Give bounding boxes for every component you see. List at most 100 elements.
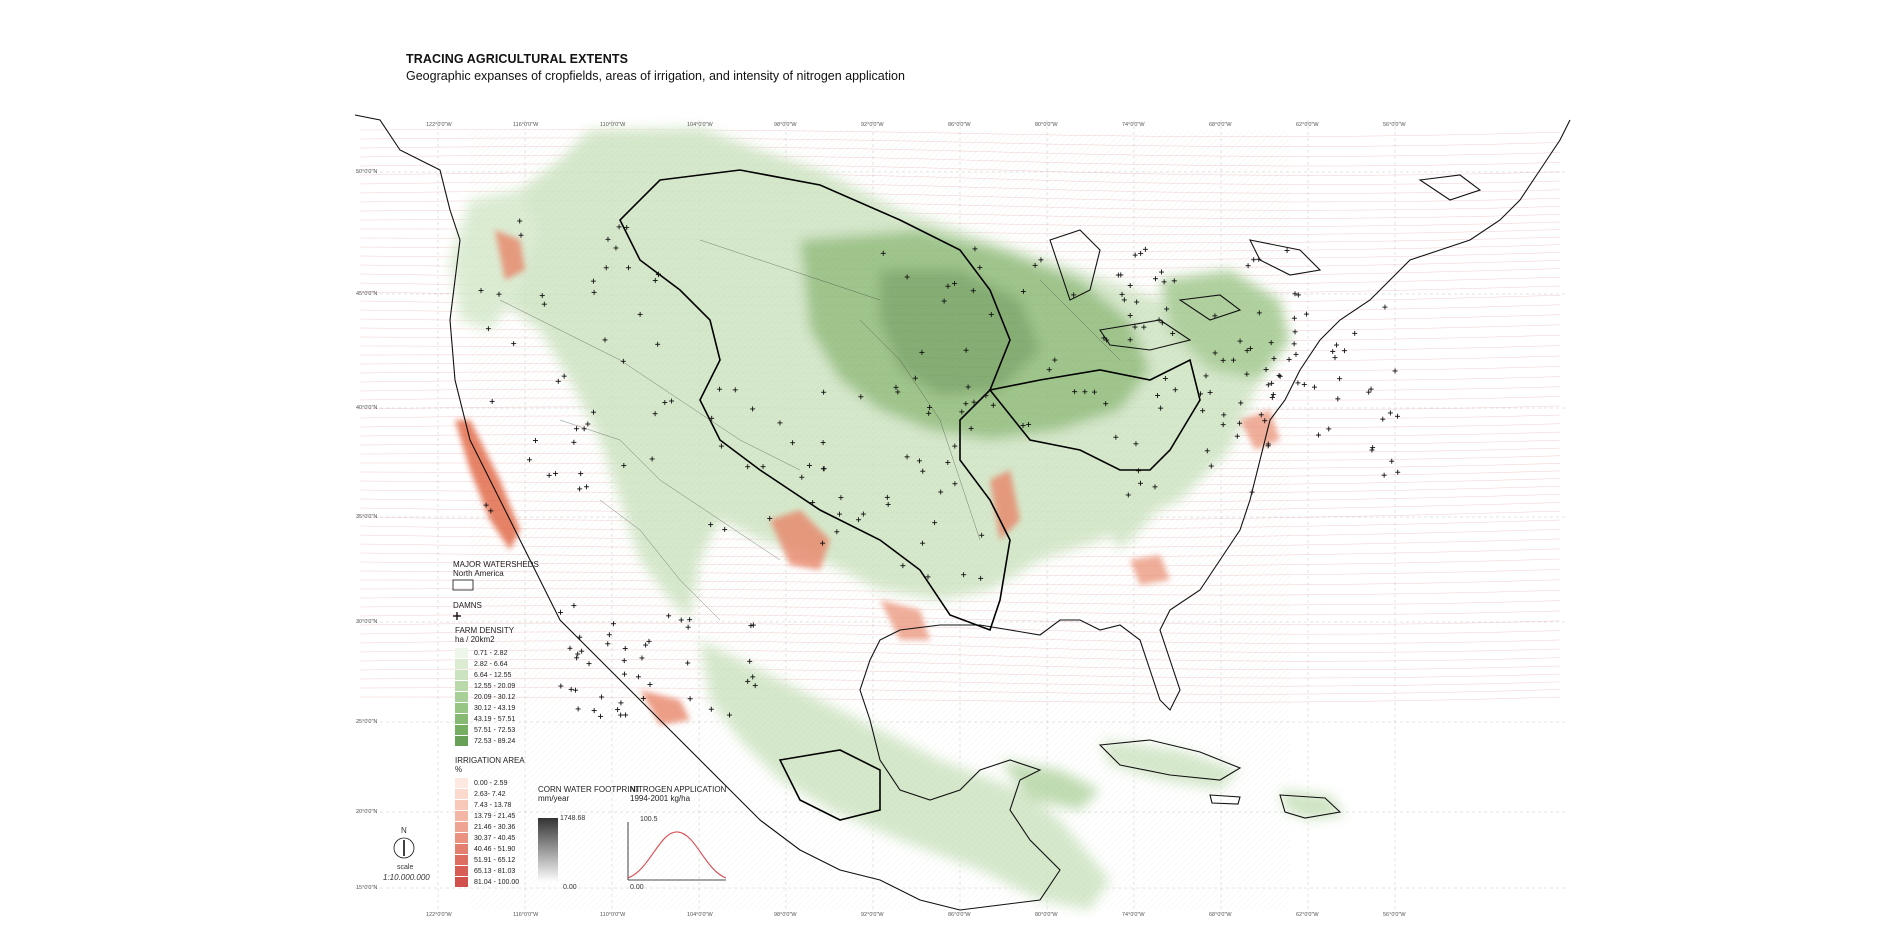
- dam-marker: [591, 289, 597, 295]
- irr-swatch: [455, 789, 468, 799]
- dam-marker: [880, 250, 886, 256]
- dam-markers: [478, 218, 1401, 719]
- dam-marker: [1263, 367, 1269, 373]
- dam-marker: [1277, 373, 1283, 379]
- dam-marker: [646, 638, 652, 644]
- dam-marker: [616, 224, 622, 230]
- farm-swatch: [455, 681, 468, 691]
- dam-marker: [1238, 400, 1244, 406]
- dam-marker: [618, 712, 624, 718]
- irr-legend-label: 13.79 - 21.45: [474, 812, 516, 820]
- irr-legend-row: 40.46 - 51.90: [455, 844, 515, 854]
- dam-marker: [496, 291, 502, 297]
- dam-marker: [1366, 389, 1372, 395]
- dam-marker: [1268, 340, 1274, 346]
- dam-marker: [963, 347, 969, 353]
- dam-marker: [722, 526, 728, 532]
- dam-marker: [669, 398, 675, 404]
- scale-value: 1:10.000.000: [383, 873, 430, 882]
- bottom-longitude-label: 80°0'0"W: [1035, 912, 1058, 918]
- dam-marker: [579, 648, 585, 654]
- dam-marker: [1315, 432, 1321, 438]
- dam-marker: [546, 472, 552, 478]
- left-latitude-label: 25°0'0"N: [356, 719, 378, 725]
- irr-legend-row: 21.46 - 30.36: [455, 822, 515, 832]
- top-longitude-label: 92°0'0"W: [861, 122, 884, 128]
- corn-water-unit: mm/year: [538, 794, 570, 803]
- farm-legend-row: 0.71 - 2.82: [455, 648, 507, 658]
- dam-marker: [1337, 376, 1343, 382]
- dam-marker: [553, 471, 559, 477]
- dam-marker: [1127, 313, 1133, 319]
- page-subtitle: Geographic expanses of cropfields, areas…: [406, 69, 905, 83]
- top-longitude-label: 104°0'0"W: [687, 122, 713, 128]
- irr-legend-row: 2.63- 7.42: [455, 789, 506, 799]
- dam-marker: [485, 326, 491, 332]
- dam-marker: [568, 686, 574, 692]
- dam-marker: [988, 312, 994, 318]
- dam-marker: [965, 384, 971, 390]
- dam-marker: [760, 464, 766, 470]
- irr-legend-row: 81.04 - 100.00: [455, 877, 519, 887]
- north-arrow-icon: [393, 837, 415, 859]
- dam-marker: [561, 373, 567, 379]
- dam-marker: [558, 683, 564, 689]
- dam-marker: [884, 494, 890, 500]
- dam-marker: [1020, 423, 1026, 429]
- dam-marker: [932, 520, 938, 526]
- nitrogen-max: 100.5: [640, 816, 658, 823]
- dam-marker: [904, 274, 910, 280]
- dam-marker: [979, 532, 985, 538]
- dam-marker: [1334, 342, 1340, 348]
- dam-marker: [1389, 458, 1395, 464]
- dam-marker: [603, 265, 609, 271]
- irr-legend-label: 51.91 - 65.12: [474, 856, 516, 864]
- dam-marker: [678, 617, 684, 623]
- dam-marker: [574, 426, 580, 432]
- dam-marker: [517, 218, 523, 224]
- farm-swatch: [455, 714, 468, 724]
- dam-marker: [620, 358, 626, 364]
- dam-marker: [1330, 349, 1336, 355]
- top-longitude-label: 62°0'0"W: [1296, 122, 1319, 128]
- dam-marker: [1208, 463, 1214, 469]
- dam-marker: [623, 712, 629, 718]
- dam-marker: [1141, 324, 1147, 330]
- dam-marker: [532, 438, 538, 444]
- dam-marker: [709, 415, 715, 421]
- dam-marker: [920, 468, 926, 474]
- bottom-longitude-label: 104°0'0"W: [687, 912, 713, 918]
- farm-density-unit: ha / 20km2: [455, 635, 495, 644]
- farm-legend-row: 2.82 - 6.64: [455, 659, 507, 669]
- dam-marker: [1127, 337, 1133, 343]
- dam-marker: [511, 341, 517, 347]
- dam-marker: [777, 420, 783, 426]
- dam-marker: [577, 486, 583, 492]
- dam-marker: [952, 281, 958, 287]
- dam-marker: [1026, 421, 1032, 427]
- dam-marker: [1135, 468, 1141, 474]
- dam-marker: [575, 651, 581, 657]
- dam-marker: [732, 387, 738, 393]
- dam-marker: [718, 443, 724, 449]
- dam-marker: [1262, 418, 1268, 424]
- dam-marker: [745, 678, 751, 684]
- dam-marker: [687, 617, 693, 623]
- dam-marker: [750, 406, 756, 412]
- dam-marker: [1295, 292, 1301, 298]
- top-longitude-label: 86°0'0"W: [948, 122, 971, 128]
- bottom-longitude-label: 68°0'0"W: [1209, 912, 1232, 918]
- farm-swatch: [455, 670, 468, 680]
- farm-legend-label: 57.51 - 72.53: [474, 726, 516, 734]
- bottom-longitude-label: 56°0'0"W: [1383, 912, 1406, 918]
- bottom-longitude-label: 116°0'0"W: [513, 912, 539, 918]
- farm-legend-row: 43.19 - 57.51: [455, 714, 515, 724]
- farm-legend-row: 6.64 - 12.55: [455, 670, 511, 680]
- corn-water-min: 0.00: [563, 884, 577, 891]
- farm-legend-row: 30.12 - 43.19: [455, 703, 515, 713]
- dam-marker: [970, 288, 976, 294]
- dam-marker: [919, 349, 925, 355]
- watershed-legend-swatch: [452, 579, 474, 591]
- top-longitude-label: 74°0'0"W: [1122, 122, 1145, 128]
